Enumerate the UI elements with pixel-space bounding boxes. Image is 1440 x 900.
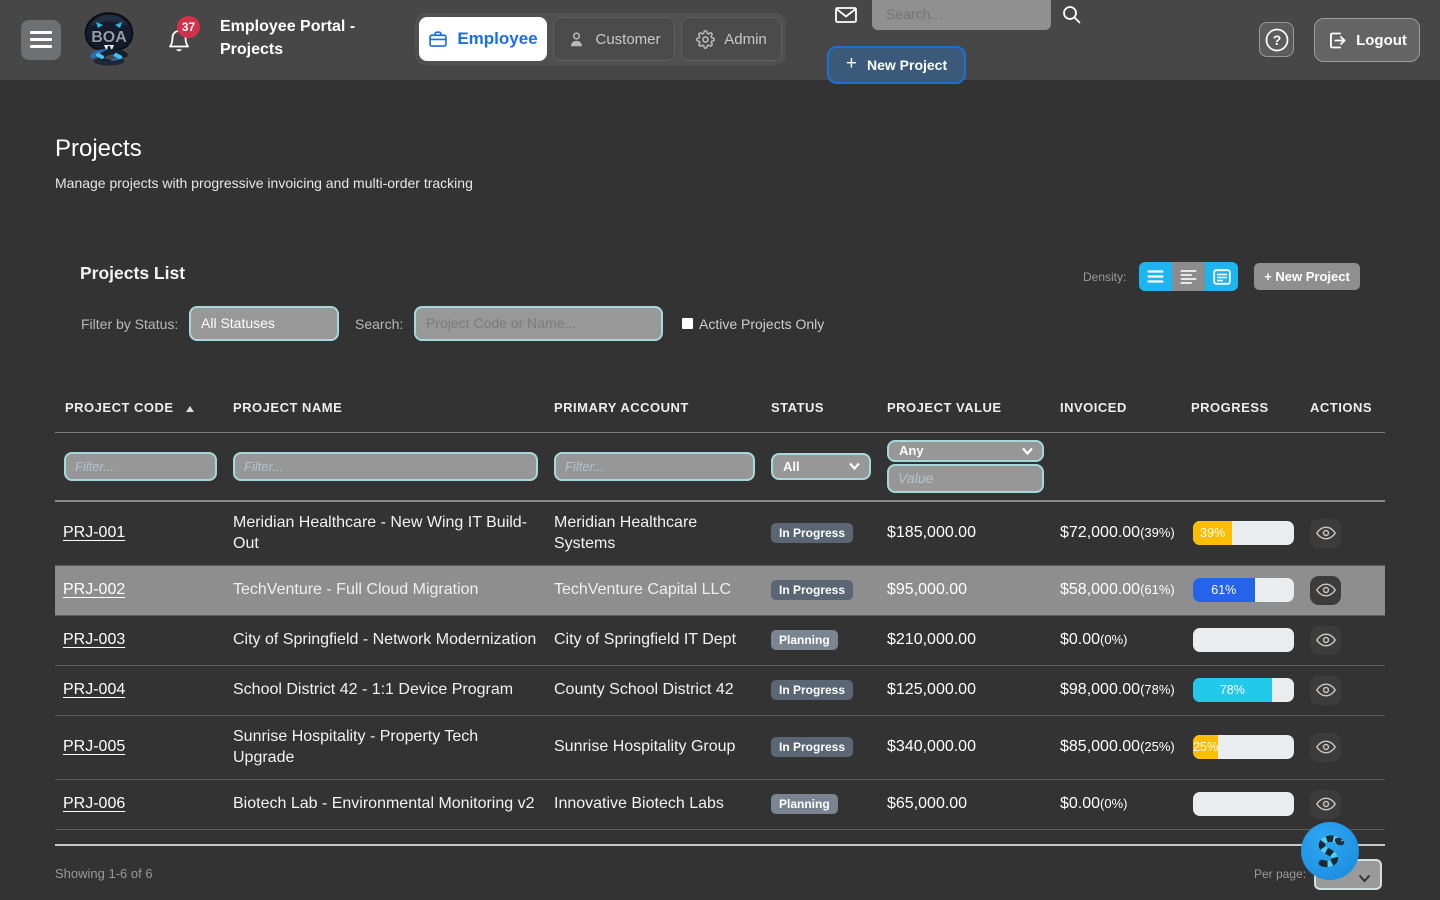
svg-text:BOA: BOA xyxy=(91,29,127,46)
svg-text:?: ? xyxy=(1272,31,1281,47)
